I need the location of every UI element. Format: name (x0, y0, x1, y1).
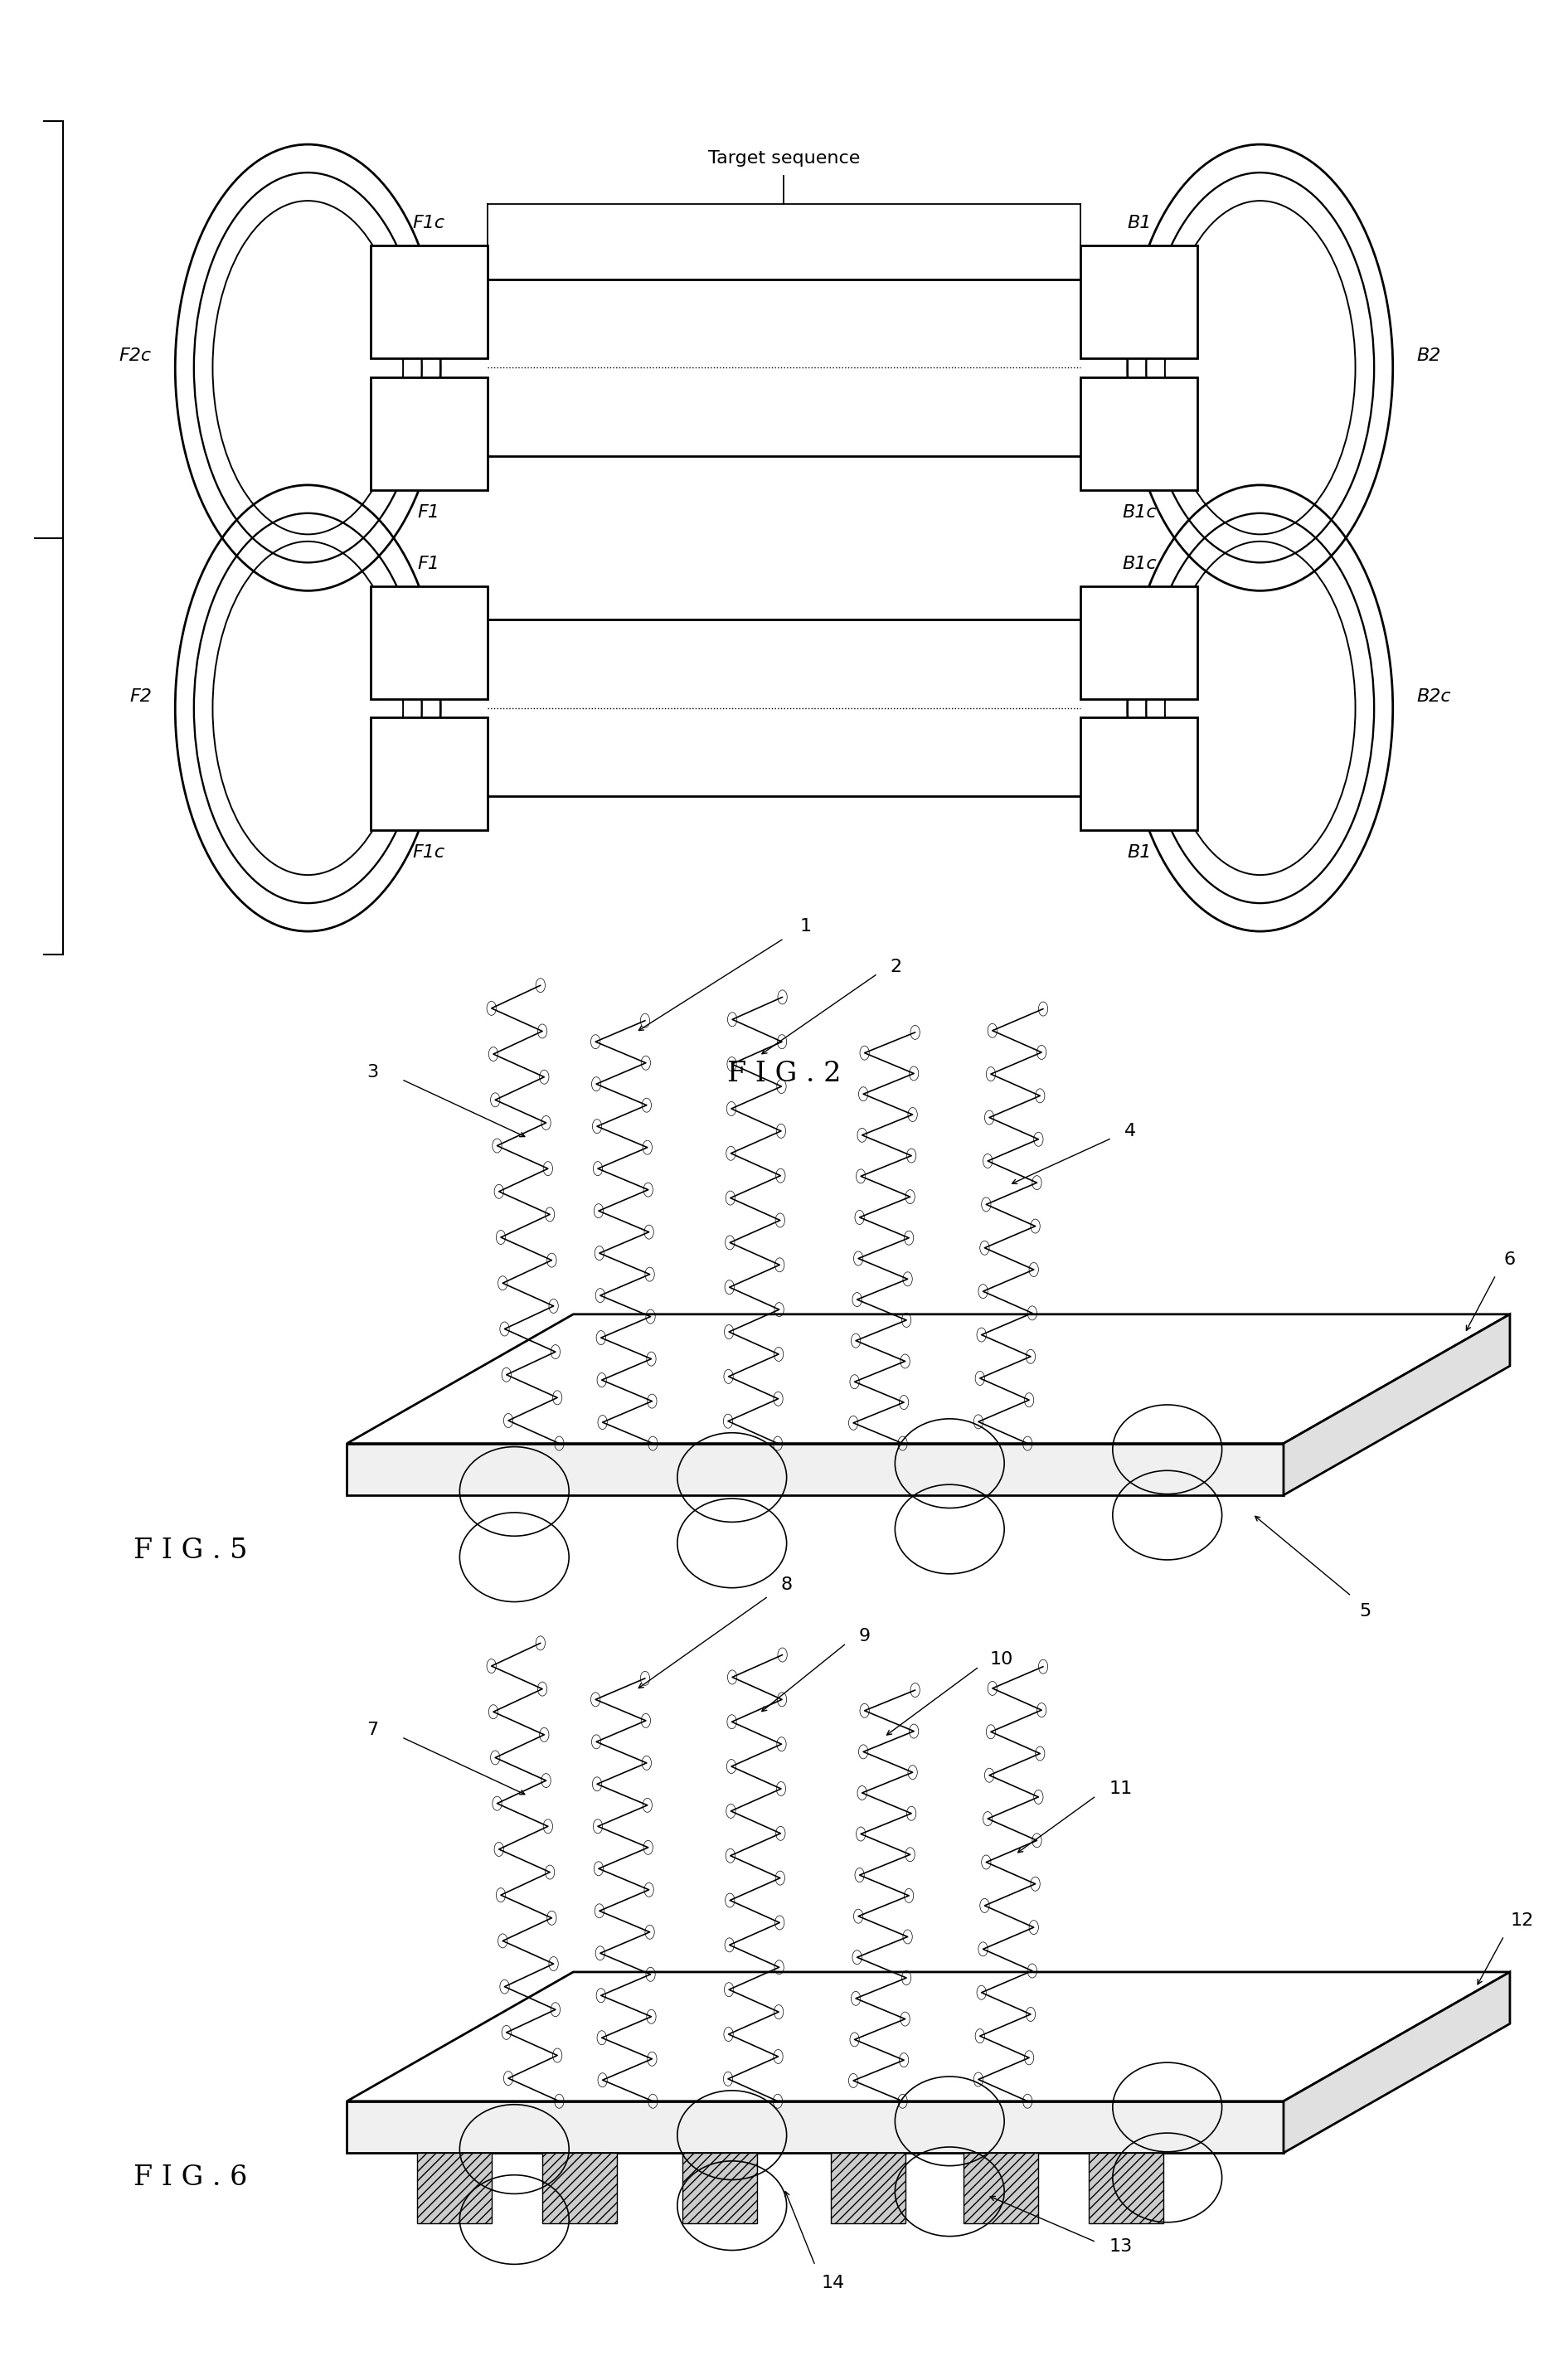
Text: 8: 8 (781, 1576, 792, 1593)
Polygon shape (347, 1315, 1510, 1444)
Text: 11: 11 (1109, 1781, 1132, 1798)
Text: F1c: F1c (412, 843, 445, 860)
Polygon shape (1284, 1972, 1510, 2153)
Bar (1080, 719, 1198, 829)
Text: 3: 3 (367, 1065, 378, 1081)
Bar (370, 587, 488, 700)
Text: F I G . 2: F I G . 2 (728, 1060, 840, 1086)
Bar (1080, 377, 1198, 490)
Text: F1: F1 (417, 504, 441, 521)
Text: B1c: B1c (1121, 504, 1157, 521)
Text: F1: F1 (417, 556, 441, 573)
Bar (543, 2153, 616, 2224)
Text: 13: 13 (1109, 2238, 1132, 2255)
Text: Target sequence: Target sequence (709, 151, 859, 167)
Text: 9: 9 (859, 1628, 870, 1644)
Bar (1080, 587, 1198, 700)
Text: B2: B2 (1416, 349, 1441, 365)
Text: F2: F2 (130, 688, 152, 704)
Bar (831, 2153, 906, 2224)
Text: B1: B1 (1127, 214, 1151, 231)
Text: 12: 12 (1510, 1913, 1534, 1930)
Polygon shape (347, 1972, 1510, 2102)
Polygon shape (1284, 1315, 1510, 1496)
Bar (963, 2153, 1038, 2224)
Text: 4: 4 (1124, 1124, 1137, 1140)
Text: F1c: F1c (412, 214, 445, 231)
Bar (417, 2153, 492, 2224)
Text: 1: 1 (800, 919, 811, 935)
Text: F I G . 5: F I G . 5 (133, 1538, 248, 1564)
Polygon shape (347, 1444, 1284, 1496)
Text: B2c: B2c (1416, 688, 1450, 704)
Text: 2: 2 (891, 959, 902, 975)
Text: 6: 6 (1504, 1251, 1515, 1268)
Text: 14: 14 (822, 2276, 845, 2292)
Text: 10: 10 (989, 1652, 1013, 1668)
Bar (370, 719, 488, 829)
Text: 5: 5 (1359, 1602, 1370, 1621)
Bar (370, 245, 488, 358)
Bar (1088, 2153, 1163, 2224)
Polygon shape (347, 2102, 1284, 2153)
Bar (1080, 245, 1198, 358)
Text: F I G . 6: F I G . 6 (133, 2165, 248, 2191)
Bar (370, 377, 488, 490)
Bar (682, 2153, 757, 2224)
Text: B1c: B1c (1121, 556, 1157, 573)
Text: 7: 7 (367, 1722, 378, 1739)
Text: B1: B1 (1127, 843, 1151, 860)
Text: F2c: F2c (119, 349, 152, 365)
